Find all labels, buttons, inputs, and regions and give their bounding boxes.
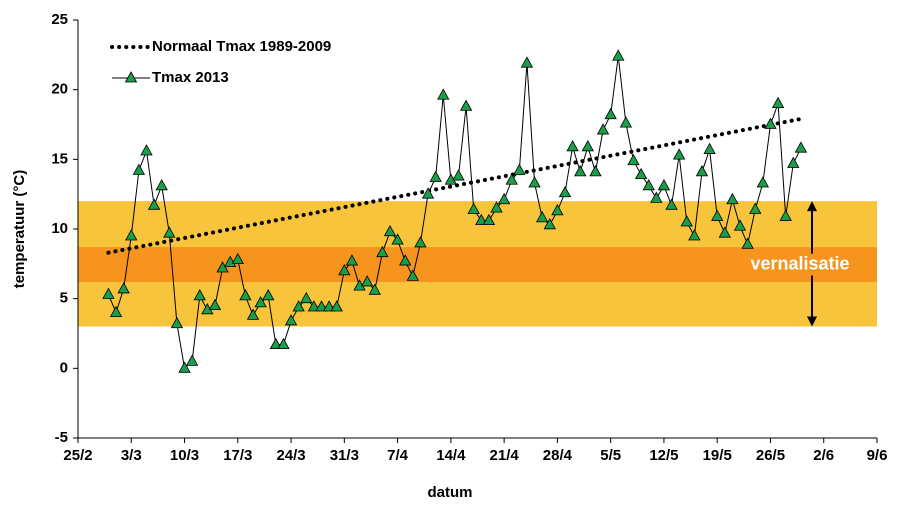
point — [696, 166, 707, 176]
point — [438, 89, 449, 99]
point — [590, 166, 601, 176]
point — [727, 194, 738, 204]
point — [651, 192, 662, 202]
point — [620, 117, 631, 127]
point — [628, 155, 639, 165]
point — [499, 194, 510, 204]
point — [765, 119, 776, 129]
chart: datum temperatuur (°C) vernalisatie -5 0 5 1… — [0, 0, 897, 507]
point — [658, 180, 669, 190]
point — [613, 50, 624, 60]
point — [141, 145, 152, 155]
point — [636, 169, 647, 179]
point — [598, 124, 609, 134]
point — [560, 187, 571, 197]
point — [773, 98, 784, 108]
x-tick-label: 5/5 — [600, 447, 621, 464]
point — [156, 180, 167, 190]
y-tick-label: -5 — [55, 429, 68, 446]
x-tick-label: 10/3 — [170, 447, 199, 464]
legend-label: Tmax 2013 — [152, 69, 229, 86]
point — [605, 109, 616, 119]
x-tick-label: 24/3 — [276, 447, 305, 464]
y-tick-label: 0 — [60, 359, 68, 376]
point — [461, 100, 472, 110]
x-tick-label: 26/5 — [756, 447, 785, 464]
y-tick-label: 5 — [60, 290, 68, 307]
point — [514, 164, 525, 174]
x-tick-label: 28/4 — [543, 447, 573, 464]
x-tick-label: 2/6 — [813, 447, 834, 464]
point — [567, 141, 578, 151]
legend-label: Normaal Tmax 1989-2009 — [152, 38, 331, 55]
point — [674, 149, 685, 159]
x-tick-label: 19/5 — [703, 447, 732, 464]
x-axis-title: datum — [428, 484, 473, 501]
legend-marker — [126, 72, 137, 82]
x-tick-label: 9/6 — [867, 447, 888, 464]
x-tick-label: 12/5 — [649, 447, 678, 464]
y-tick-label: 10 — [51, 220, 68, 237]
point — [757, 177, 768, 187]
point — [423, 188, 434, 198]
point — [278, 339, 289, 349]
point — [575, 166, 586, 176]
x-tick-label: 14/4 — [436, 447, 466, 464]
y-tick-label: 25 — [51, 11, 68, 28]
x-tick-label: 7/4 — [387, 447, 409, 464]
point — [788, 158, 799, 168]
x-tick-label: 25/2 — [63, 447, 92, 464]
point — [795, 142, 806, 152]
point — [430, 171, 441, 181]
x-tick-label: 17/3 — [223, 447, 252, 464]
y-tick-label: 15 — [51, 150, 68, 167]
point — [453, 170, 464, 180]
point — [582, 141, 593, 151]
point — [704, 144, 715, 154]
point — [187, 355, 198, 365]
x-tick-label: 3/3 — [121, 447, 142, 464]
point — [521, 57, 532, 67]
band-label: vernalisatie — [750, 253, 849, 273]
x-tick-label: 31/3 — [330, 447, 359, 464]
x-tick-label: 21/4 — [490, 447, 520, 464]
y-tick-label: 20 — [51, 81, 68, 98]
point — [529, 177, 540, 187]
y-axis-title: temperatuur (°C) — [11, 170, 28, 289]
point — [643, 180, 654, 190]
point — [133, 164, 144, 174]
